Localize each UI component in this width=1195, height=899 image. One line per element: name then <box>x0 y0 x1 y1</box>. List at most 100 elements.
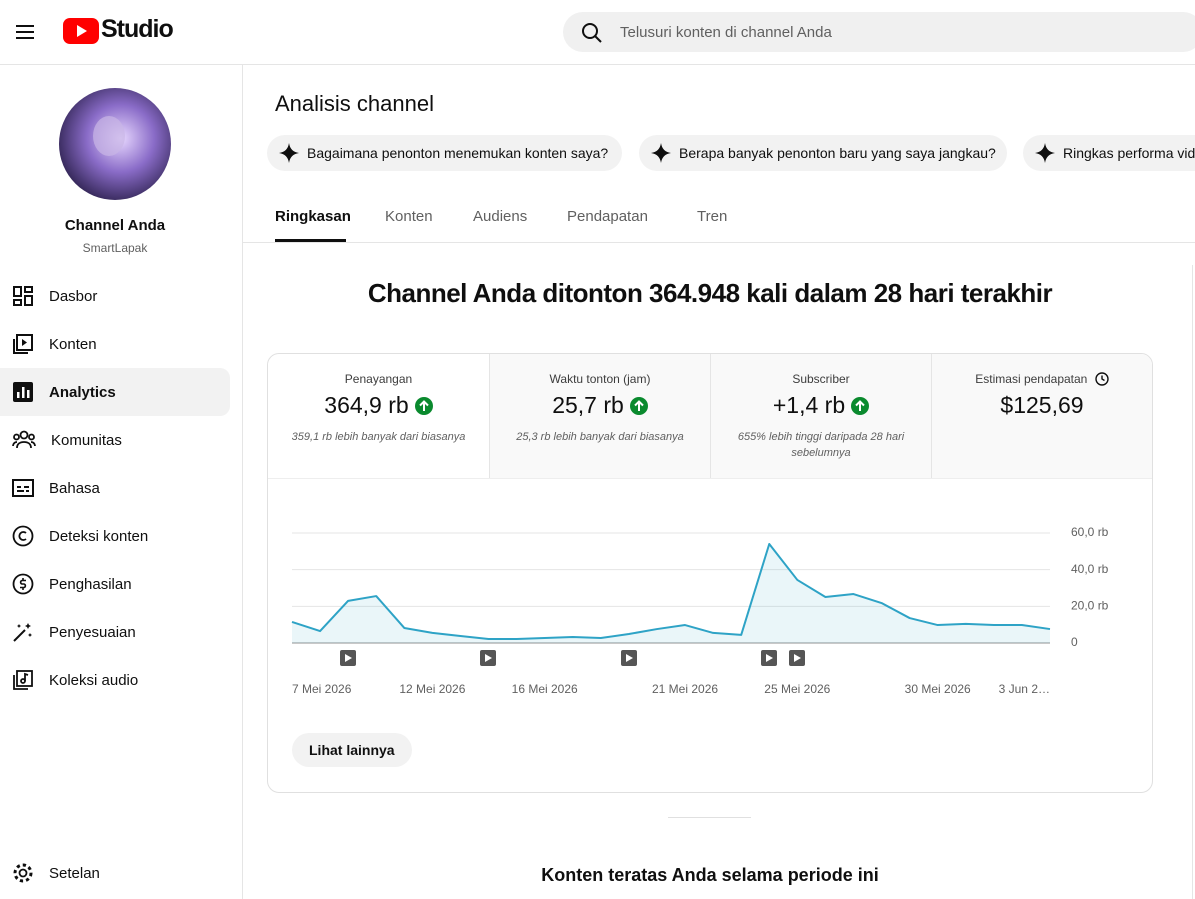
video-marker-play <box>485 654 492 662</box>
nav-icon <box>13 382 33 402</box>
sparkle-icon <box>1035 143 1055 163</box>
metric-note: 655% lebih tinggi daripada 28 hari sebel… <box>737 431 905 459</box>
x-tick-label: 3 Jun 2… <box>999 682 1050 696</box>
nav-item[interactable]: Konten <box>0 320 230 368</box>
x-tick-label: 21 Mei 2026 <box>652 682 718 696</box>
metric-label: Estimasi pendapatan <box>975 372 1088 386</box>
nav-icon <box>12 430 36 449</box>
video-marker-play <box>345 654 352 662</box>
metric-value: 25,7 rb <box>552 392 624 418</box>
header: Studio Telusuri konten di channel Anda <box>0 0 1195 65</box>
nav-item[interactable]: Dasbor <box>0 272 230 320</box>
line <box>291 543 1051 640</box>
nav-item[interactable]: Koleksi audio <box>0 656 230 704</box>
metric-note: 359,1 rb lebih banyak dari biasanya <box>291 431 466 443</box>
y-tick-label: 20,0 rb <box>1071 599 1109 613</box>
tab[interactable]: Audiens <box>473 208 528 225</box>
chart: 3 Jun 2… 30 Mei 2026 25 Mei 2026 21 Mei 202… <box>291 525 1109 696</box>
nav-label: Koleksi audio <box>49 671 139 689</box>
sidebar: Channel Anda SmartLapak <box>0 65 243 899</box>
tab[interactable]: Konten <box>385 208 433 225</box>
up-icon <box>414 396 433 415</box>
nav-icon <box>12 573 34 595</box>
nav-icon <box>13 670 33 690</box>
video-marker-play <box>626 654 633 662</box>
metric-value: 364,9 rb <box>324 392 409 418</box>
up-icon <box>629 396 648 415</box>
tab[interactable]: Tren <box>697 208 728 225</box>
chip-label: Ringkas performa vid <box>1063 145 1195 161</box>
nav-item[interactable]: Deteksi konten <box>0 512 230 560</box>
nav-label: Setelan <box>49 864 100 882</box>
nav-label: Penyesuaian <box>49 623 136 641</box>
tab[interactable]: Ringkasan <box>275 208 351 225</box>
video-markers <box>340 650 805 666</box>
metric[interactable]: Penayangan 364,9 rb 359,1 rb lebih banya… <box>268 354 489 478</box>
nav-item[interactable]: Komunitas <box>0 416 230 464</box>
metrics-row: Penayangan 364,9 rb 359,1 rb lebih banya… <box>268 354 1152 479</box>
suggestion-chip[interactable]: Bagaimana penonton menemukan konten saya… <box>267 135 622 171</box>
section-divider <box>668 817 751 818</box>
x-tick-label: 25 Mei 2026 <box>764 682 830 696</box>
x-tick-label: 7 Mei 2026 <box>292 682 352 696</box>
nav-item[interactable]: Setelan <box>0 849 230 897</box>
metric-value-row: +1,4 rb <box>711 392 931 419</box>
nav-label: Bahasa <box>49 479 100 497</box>
metric-value-row: 25,7 rb <box>490 392 710 419</box>
chip-label: Bagaimana penonton menemukan konten saya… <box>307 145 609 161</box>
metric[interactable]: Subscriber +1,4 rb 655% lebih tinggi dar… <box>710 354 931 478</box>
summary-card: Penayangan 364,9 rb 359,1 rb lebih banya… <box>267 353 1153 793</box>
nav-label: Analytics <box>49 383 116 401</box>
metric-label: Penayangan <box>344 372 413 386</box>
metric-note: 25,3 rb lebih banyak dari biasanya <box>516 431 684 443</box>
x-tick-label: 16 Mei 2026 <box>512 682 578 696</box>
channel-name: Channel Anda <box>64 217 166 234</box>
y-tick-label: 0 <box>1071 635 1078 649</box>
menu-button[interactable] <box>15 22 35 42</box>
tab-indicator <box>275 239 346 242</box>
clock-icon <box>1095 372 1109 386</box>
up-icon <box>851 396 870 415</box>
sparkle-icon <box>279 143 299 163</box>
y-tick-label: 60,0 rb <box>1071 525 1109 539</box>
logo-text[interactable]: Studio <box>101 15 174 43</box>
metric-label-row: Estimasi pendapatan <box>932 372 1152 386</box>
metric[interactable]: Waktu tonton (jam) 25,7 rb 25,3 rb lebih… <box>489 354 710 478</box>
x-tick-label: 12 Mei 2026 <box>399 682 465 696</box>
nav-icon <box>13 334 33 354</box>
nav-item[interactable]: Penghasilan <box>0 560 230 608</box>
metric-value: +1,4 rb <box>772 392 846 418</box>
page-title: Analisis channel <box>275 91 434 116</box>
metric-value-row: $125,69 <box>932 392 1152 419</box>
search-box[interactable]: Telusuri konten di channel Anda <box>563 12 1195 52</box>
nav-item[interactable]: Analytics <box>0 368 230 416</box>
suggestion-chip[interactable]: Ringkas performa vid <box>1023 135 1195 171</box>
video-marker-play <box>794 654 801 662</box>
metric-label: Subscriber <box>792 372 850 386</box>
nav-label: Konten <box>49 335 97 353</box>
tab-divider <box>243 242 1195 243</box>
nav-label: Penghasilan <box>49 575 132 593</box>
metric[interactable]: Estimasi pendapatan $125,69 <box>931 354 1152 478</box>
logo-icon[interactable] <box>63 18 99 44</box>
nav-label: Dasbor <box>49 287 98 305</box>
channel-avatar[interactable] <box>59 88 171 200</box>
area <box>292 544 1050 643</box>
search-placeholder: Telusuri konten di channel Anda <box>620 24 832 41</box>
nav-item[interactable]: Penyesuaian <box>0 608 230 656</box>
nav-item[interactable]: Bahasa <box>0 464 230 512</box>
nav-icon <box>12 525 34 547</box>
edge-line <box>1192 265 1193 899</box>
nav-label: Deteksi konten <box>49 527 149 545</box>
metric-value-row: 364,9 rb <box>268 392 489 419</box>
sparkle-icon <box>651 143 671 163</box>
more-button[interactable]: Lihat lainnya <box>292 733 412 767</box>
metric-value: $125,69 <box>1000 392 1084 418</box>
tab[interactable]: Pendapatan <box>567 208 648 225</box>
section-title: Konten teratas Anda selama periode ini <box>541 865 879 885</box>
nav-icon <box>13 286 33 306</box>
nav-icon <box>13 623 32 642</box>
nav-icon <box>12 479 34 497</box>
suggestion-chip[interactable]: Berapa banyak penonton baru yang saya ja… <box>639 135 1007 171</box>
y-tick-label: 40,0 rb <box>1071 562 1109 576</box>
